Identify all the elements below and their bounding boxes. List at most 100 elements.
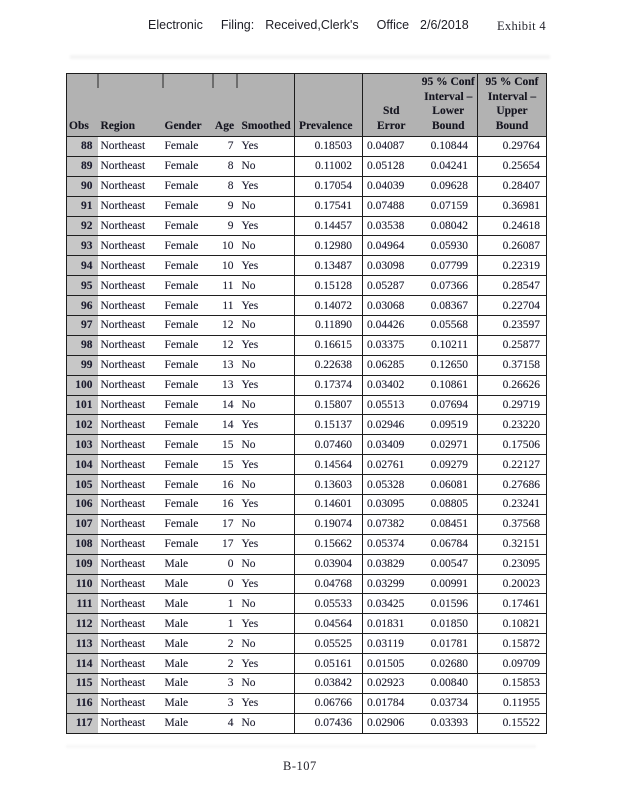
table-row: 112 Northeast Male 1 Yes 0.04564 0.01831 0.0185…: [66, 613, 547, 634]
cell-gender: Female: [162, 215, 213, 236]
cell-prevalence: 0.17374: [294, 374, 363, 396]
cell-prevalence: 0.05161: [294, 653, 363, 674]
table-body: 88 Northeast Female 7 Yes 0.18503 0.04087 0.108…: [66, 136, 547, 734]
cell-smoothed: Yes: [236, 692, 295, 714]
cell-age: 12: [212, 315, 237, 336]
cell-prevalence: 0.07436: [294, 712, 363, 734]
cell-obs: 114: [66, 653, 98, 674]
cell-std-error: 0.03068: [362, 295, 420, 316]
cell-smoothed: Yes: [236, 613, 295, 634]
cell-obs: 98: [66, 334, 98, 356]
cell-age: 16: [212, 494, 237, 515]
cell-age: 4: [212, 712, 237, 734]
cell-prevalence: 0.16615: [294, 334, 363, 356]
cell-smoothed: Yes: [236, 374, 295, 396]
cell-region: Northeast: [97, 414, 163, 435]
cell-region: Northeast: [97, 275, 163, 296]
cell-region: Northeast: [97, 613, 163, 634]
cell-gender: Female: [162, 394, 213, 415]
cell-obs: 95: [66, 275, 98, 296]
cell-smoothed: No: [236, 275, 295, 296]
cell-std-error: 0.07488: [362, 195, 420, 217]
cell-gender: Female: [162, 195, 213, 217]
cell-age: 9: [212, 195, 237, 217]
cell-ci-lower: 0.01596: [419, 593, 478, 614]
cell-std-error: 0.03299: [362, 573, 420, 594]
cell-ci-upper: 0.15522: [477, 712, 547, 734]
cell-smoothed: No: [236, 434, 295, 455]
cell-prevalence: 0.14564: [294, 454, 363, 475]
cell-obs: 111: [66, 593, 98, 614]
table-row: 95 Northeast Female 11 No 0.15128 0.05287 0.073…: [66, 275, 547, 296]
cell-std-error: 0.06285: [362, 354, 420, 376]
cell-gender: Female: [162, 354, 213, 376]
cell-smoothed: No: [236, 513, 295, 535]
cell-gender: Female: [162, 136, 213, 157]
cell-smoothed: No: [236, 155, 295, 177]
cell-region: Northeast: [97, 513, 163, 535]
cell-std-error: 0.03119: [362, 633, 420, 654]
cell-ci-lower: 0.12650: [419, 354, 478, 376]
table-header-row: Obs Region Gender Age Smoothed Prevalenc…: [66, 73, 547, 137]
cell-ci-upper: 0.20023: [477, 573, 547, 594]
cell-prevalence: 0.14457: [294, 215, 363, 236]
cell-gender: Female: [162, 255, 213, 276]
column-header-ci-upper: 95 % Conf Interval – Upper Bound: [477, 73, 547, 137]
cell-ci-upper: 0.28547: [477, 275, 547, 296]
cell-age: 1: [212, 613, 237, 634]
cell-region: Northeast: [97, 394, 163, 415]
stamp-token: Received,Clerk's: [265, 18, 359, 32]
cell-region: Northeast: [97, 692, 163, 714]
cell-std-error: 0.02923: [362, 673, 420, 694]
cell-std-error: 0.05328: [362, 474, 420, 495]
cell-ci-upper: 0.36981: [477, 195, 547, 217]
cell-obs: 106: [66, 494, 98, 515]
cell-age: 13: [212, 374, 237, 396]
cell-region: Northeast: [97, 354, 163, 376]
table-row: 107 Northeast Female 17 No 0.19074 0.07382 0.08…: [66, 513, 547, 535]
cell-obs: 110: [66, 573, 98, 594]
cell-prevalence: 0.15807: [294, 394, 363, 415]
cell-prevalence: 0.15662: [294, 533, 363, 555]
cell-age: 13: [212, 354, 237, 376]
cell-age: 2: [212, 633, 237, 654]
cell-ci-upper: 0.09709: [477, 653, 547, 674]
cell-ci-upper: 0.37568: [477, 513, 547, 535]
cell-std-error: 0.01505: [362, 653, 420, 674]
cell-smoothed: No: [236, 474, 295, 495]
table-row: 89 Northeast Female 8 No 0.11002 0.05128 0.0424…: [66, 155, 547, 177]
table-row: 91 Northeast Female 9 No 0.17541 0.07488 0.0715…: [66, 195, 547, 217]
cell-gender: Female: [162, 334, 213, 356]
cell-prevalence: 0.13487: [294, 255, 363, 276]
cell-ci-upper: 0.22319: [477, 255, 547, 276]
table-row: 115 Northeast Male 3 No 0.03842 0.02923 0.00840…: [66, 673, 547, 694]
cell-ci-lower: 0.07694: [419, 394, 478, 415]
cell-obs: 101: [66, 394, 98, 415]
cell-obs: 102: [66, 414, 98, 435]
cell-prevalence: 0.11890: [294, 315, 363, 336]
cell-gender: Male: [162, 692, 213, 714]
cell-age: 11: [212, 295, 237, 316]
table-row: 94 Northeast Female 10 Yes 0.13487 0.03098 0.07…: [66, 255, 547, 276]
stamp-token: Filing:: [220, 18, 255, 32]
cell-ci-upper: 0.23597: [477, 315, 547, 336]
cell-smoothed: Yes: [236, 533, 295, 555]
cell-obs: 115: [66, 673, 98, 694]
cell-ci-upper: 0.26626: [477, 374, 547, 396]
cell-region: Northeast: [97, 712, 163, 734]
cell-ci-lower: 0.02971: [419, 434, 478, 455]
cell-ci-upper: 0.10821: [477, 613, 547, 634]
column-header-smoothed: Smoothed: [241, 119, 291, 132]
cell-region: Northeast: [97, 533, 163, 555]
cell-ci-lower: 0.03734: [419, 692, 478, 714]
cell-gender: Female: [162, 533, 213, 555]
table-row: 90 Northeast Female 8 Yes 0.17054 0.04039 0.096…: [66, 175, 547, 197]
cell-prevalence: 0.03904: [294, 553, 363, 575]
cell-ci-upper: 0.22127: [477, 454, 547, 475]
cell-ci-lower: 0.05930: [419, 235, 478, 256]
cell-ci-upper: 0.17461: [477, 593, 547, 614]
column-header-prevalence: Prevalence: [294, 73, 363, 137]
cell-prevalence: 0.22638: [294, 354, 363, 376]
table-row: 100 Northeast Female 13 Yes 0.17374 0.03402 0.1…: [66, 374, 547, 396]
column-header-ci-lower: 95 % Conf Interval – Lower Bound: [421, 76, 475, 132]
